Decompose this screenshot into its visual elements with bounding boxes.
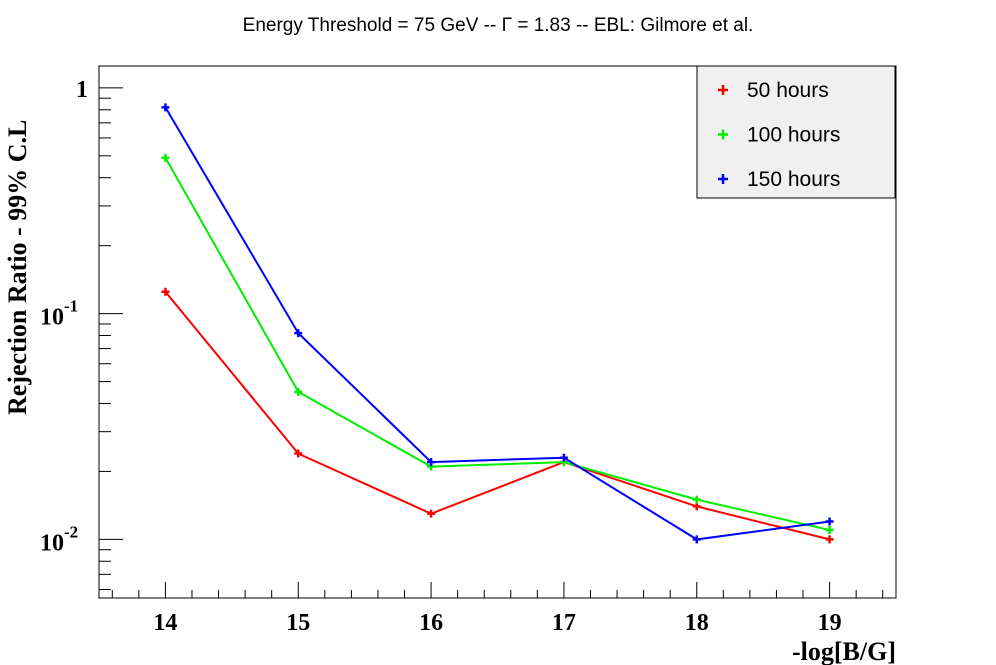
y-axis-label: Rejection Ratio - 99% C.L xyxy=(3,120,32,415)
series-lines xyxy=(164,106,830,541)
data-point xyxy=(161,153,170,162)
legend-label: 50 hours xyxy=(747,79,829,102)
series-line xyxy=(164,291,830,541)
legend: 50 hours 100 hours 150 hours xyxy=(696,65,896,199)
chart-title: Energy Threshold = 75 GeV -- Γ = 1.83 --… xyxy=(243,15,754,36)
data-point xyxy=(161,103,170,112)
legend-marker xyxy=(718,174,728,184)
legend-marker xyxy=(718,129,728,140)
data-point xyxy=(825,535,834,544)
legend-label: 150 hours xyxy=(747,168,840,191)
y-tick-label: 10 xyxy=(40,530,64,556)
data-point xyxy=(161,287,170,296)
legend-marker xyxy=(718,85,728,95)
legend-label: 100 hours xyxy=(747,124,840,147)
data-point xyxy=(294,449,303,458)
plot-area xyxy=(98,65,897,599)
data-point xyxy=(692,495,701,504)
data-point xyxy=(294,329,303,338)
legend-box xyxy=(696,65,896,199)
x-tick-label: 18 xyxy=(685,610,709,636)
x-tick-label: 17 xyxy=(552,610,576,636)
data-point xyxy=(427,509,436,518)
x-tick-label: 19 xyxy=(818,610,842,636)
data-point xyxy=(692,535,701,544)
x-tick-label: 14 xyxy=(153,610,177,636)
plot-frame xyxy=(98,65,897,599)
x-axis-label: -log[B/G] xyxy=(792,637,896,665)
y-tick-exponent: -2 xyxy=(64,522,78,541)
series-markers xyxy=(161,103,834,544)
data-point xyxy=(559,453,568,462)
data-point xyxy=(825,526,834,535)
data-point xyxy=(427,458,436,467)
series-line xyxy=(164,106,830,541)
x-tick-label: 16 xyxy=(419,610,443,636)
series-line xyxy=(164,157,830,531)
data-point xyxy=(825,517,834,526)
y-tick-label: 1 xyxy=(76,77,88,103)
data-point xyxy=(294,387,303,396)
y-tick-exponent: -1 xyxy=(64,297,78,316)
x-tick-label: 15 xyxy=(286,610,310,636)
data-point xyxy=(692,502,701,511)
y-tick-label: 10 xyxy=(40,305,64,331)
